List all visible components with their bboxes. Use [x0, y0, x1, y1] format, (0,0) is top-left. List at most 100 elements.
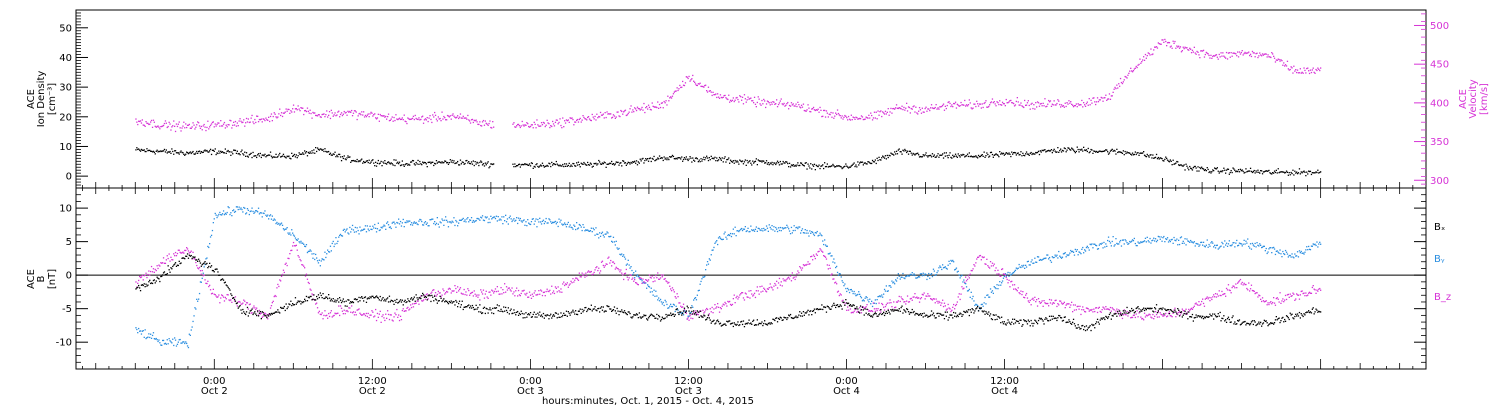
data-point [257, 211, 259, 213]
data-point [771, 103, 773, 105]
data-point [1143, 240, 1145, 243]
data-point [333, 314, 335, 317]
data-point [516, 125, 518, 127]
data-point [872, 302, 875, 304]
data-point [167, 257, 169, 260]
data-point [1116, 84, 1118, 86]
data-point [1049, 259, 1052, 262]
data-point [212, 121, 214, 123]
data-point [888, 154, 890, 157]
data-point [160, 150, 162, 152]
data-point [967, 104, 970, 106]
data-point [417, 300, 419, 302]
data-point [991, 262, 994, 264]
data-point [1296, 71, 1298, 74]
data-point [654, 160, 656, 162]
data-point [816, 165, 818, 167]
data-point [976, 156, 978, 158]
data-point [851, 119, 853, 121]
data-point [1288, 254, 1290, 257]
data-point [1017, 152, 1019, 154]
data-point [822, 115, 824, 117]
data-point [947, 264, 949, 266]
data-point [914, 293, 916, 295]
data-point [425, 223, 427, 225]
data-point [1002, 152, 1005, 154]
data-point [1149, 237, 1151, 240]
data-point [277, 283, 279, 286]
data-point [288, 108, 290, 111]
data-point [460, 117, 462, 119]
data-point [435, 160, 438, 162]
data-point [1226, 168, 1229, 170]
data-point [1180, 51, 1183, 53]
data-point [498, 219, 500, 221]
data-point [514, 163, 516, 165]
data-point [1060, 300, 1062, 302]
data-point [726, 159, 728, 161]
data-point [293, 235, 296, 237]
data-point [1142, 241, 1144, 243]
data-point [881, 302, 883, 305]
data-point [1191, 169, 1194, 171]
data-point [422, 299, 425, 301]
data-point [391, 319, 393, 321]
data-point [1187, 49, 1189, 51]
data-point [386, 317, 388, 319]
data-point [392, 320, 394, 322]
data-point [1223, 55, 1225, 57]
data-point [1219, 246, 1221, 248]
data-point [592, 116, 594, 118]
data-point [1032, 107, 1034, 110]
data-point [1149, 154, 1151, 156]
data-point [338, 110, 340, 112]
data-point [1107, 153, 1110, 155]
data-point [451, 159, 453, 162]
data-point [244, 207, 246, 209]
data-point [718, 311, 721, 313]
data-point [534, 290, 536, 292]
data-point [155, 337, 157, 340]
y-tick-label: 5 [66, 237, 72, 248]
data-point [1191, 49, 1194, 51]
data-point [457, 286, 459, 288]
data-point [817, 165, 819, 168]
data-point [254, 155, 256, 157]
data-point [308, 282, 310, 285]
data-point [741, 96, 744, 98]
data-point [641, 282, 643, 284]
data-point [606, 231, 608, 233]
data-point [546, 222, 548, 224]
data-point [431, 121, 433, 124]
data-point [556, 221, 558, 223]
data-point [422, 300, 424, 302]
data-point [804, 264, 806, 266]
data-point [578, 164, 580, 166]
data-point [453, 290, 455, 292]
data-point [982, 305, 984, 307]
data-point [241, 149, 243, 151]
data-point [607, 232, 609, 234]
data-point [1264, 250, 1266, 252]
data-point [372, 115, 374, 117]
data-point [475, 295, 477, 297]
data-point [180, 342, 182, 344]
data-point [1272, 247, 1274, 249]
data-point [139, 330, 142, 332]
data-point [250, 152, 252, 154]
data-point [862, 299, 864, 301]
data-point [256, 307, 258, 309]
data-point [1146, 236, 1148, 238]
data-point [728, 301, 730, 303]
data-point [733, 100, 735, 103]
data-point [771, 287, 773, 289]
data-point [349, 307, 351, 309]
data-point [489, 120, 491, 122]
data-point [689, 315, 691, 317]
data-point [269, 154, 271, 156]
data-point [913, 296, 915, 298]
data-point [219, 125, 221, 127]
data-point [269, 214, 272, 216]
data-point [422, 162, 425, 164]
data-point [706, 264, 708, 266]
